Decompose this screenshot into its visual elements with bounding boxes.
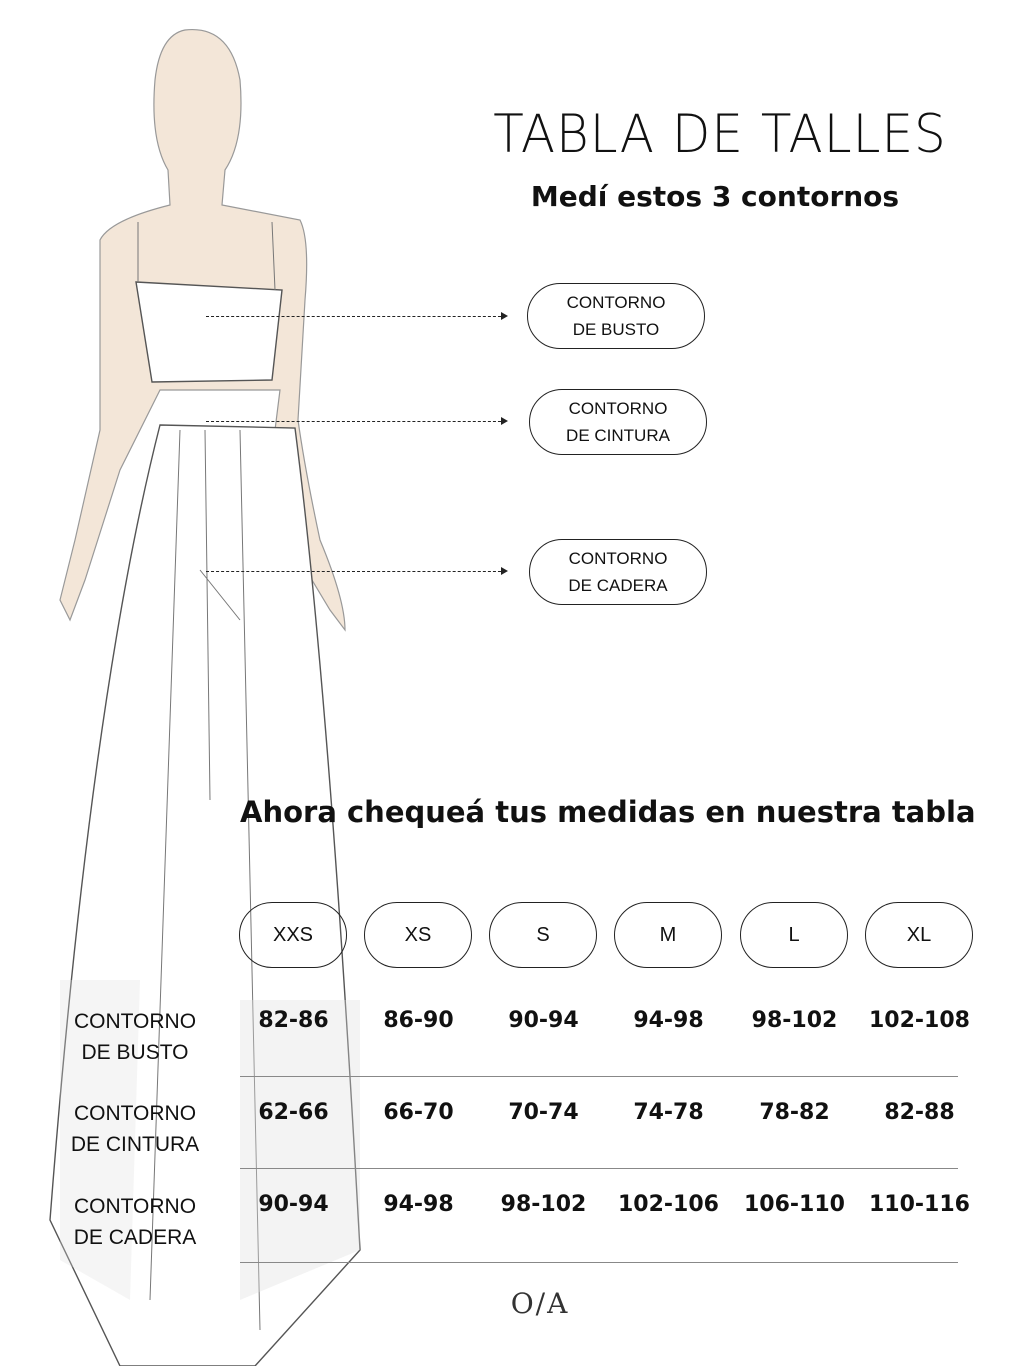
table-cell: 94-98 — [633, 1008, 704, 1033]
table-cell: 74-78 — [633, 1100, 704, 1125]
label-line: CONTORNO — [568, 549, 668, 568]
table-cell: 62-66 — [258, 1100, 329, 1125]
table-cell: 98-102 — [751, 1008, 838, 1033]
row-label-waist: CONTORNO DE CINTURA — [55, 1098, 215, 1160]
label-line: DE CADERA — [568, 576, 668, 595]
table-cell: 94-98 — [383, 1192, 454, 1217]
hip-arrow — [206, 567, 508, 575]
table-cell: 90-94 — [508, 1008, 579, 1033]
label-line: CONTORNO — [73, 1195, 197, 1218]
table-cell: 70-74 — [508, 1100, 579, 1125]
table-divider — [240, 1262, 958, 1263]
size-m: M — [614, 902, 722, 968]
hip-label: CONTORNO DE CADERA — [529, 539, 707, 605]
page-subtitle: Medí estos 3 contornos — [530, 180, 900, 213]
row-label-bust: CONTORNO DE BUSTO — [55, 1006, 215, 1068]
label-line: DE BUSTO — [81, 1041, 189, 1064]
table-cell: 86-90 — [383, 1008, 454, 1033]
table-divider — [240, 1168, 958, 1169]
table-cell: 78-82 — [759, 1100, 830, 1125]
page-title: TABLA DE TALLES — [493, 103, 947, 165]
bust-label: CONTORNO DE BUSTO — [527, 283, 705, 349]
fashion-figure-illustration — [49, 29, 361, 1366]
label-line: DE CADERA — [73, 1226, 197, 1249]
table-cell: 66-70 — [383, 1100, 454, 1125]
size-xs: XS — [364, 902, 472, 968]
size-xxs: XXS — [239, 902, 347, 968]
waist-arrow — [206, 417, 508, 425]
brand-logo: O/A — [510, 1287, 570, 1320]
label-line: DE CINTURA — [70, 1133, 200, 1156]
table-cell: 90-94 — [258, 1192, 329, 1217]
size-l: L — [740, 902, 848, 968]
label-line: DE CINTURA — [566, 426, 670, 445]
table-cell: 82-88 — [884, 1100, 955, 1125]
table-cell: 98-102 — [500, 1192, 587, 1217]
bust-arrow — [206, 312, 508, 320]
label-line: CONTORNO — [568, 399, 668, 418]
row-label-hip: CONTORNO DE CADERA — [55, 1191, 215, 1253]
label-line: CONTORNO — [73, 1010, 197, 1033]
table-cell: 102-106 — [618, 1192, 719, 1217]
table-cell: 106-110 — [744, 1192, 845, 1217]
table-divider — [240, 1076, 958, 1077]
table-cell: 102-108 — [869, 1008, 970, 1033]
size-xl: XL — [865, 902, 973, 968]
table-cell: 110-116 — [869, 1192, 970, 1217]
waist-label: CONTORNO DE CINTURA — [529, 389, 707, 455]
table-heading: Ahora chequeá tus medidas en nuestra tab… — [240, 795, 976, 829]
size-s: S — [489, 902, 597, 968]
label-line: DE BUSTO — [572, 320, 660, 339]
label-line: CONTORNO — [566, 293, 666, 312]
label-line: CONTORNO — [73, 1102, 197, 1125]
table-cell: 82-86 — [258, 1008, 329, 1033]
